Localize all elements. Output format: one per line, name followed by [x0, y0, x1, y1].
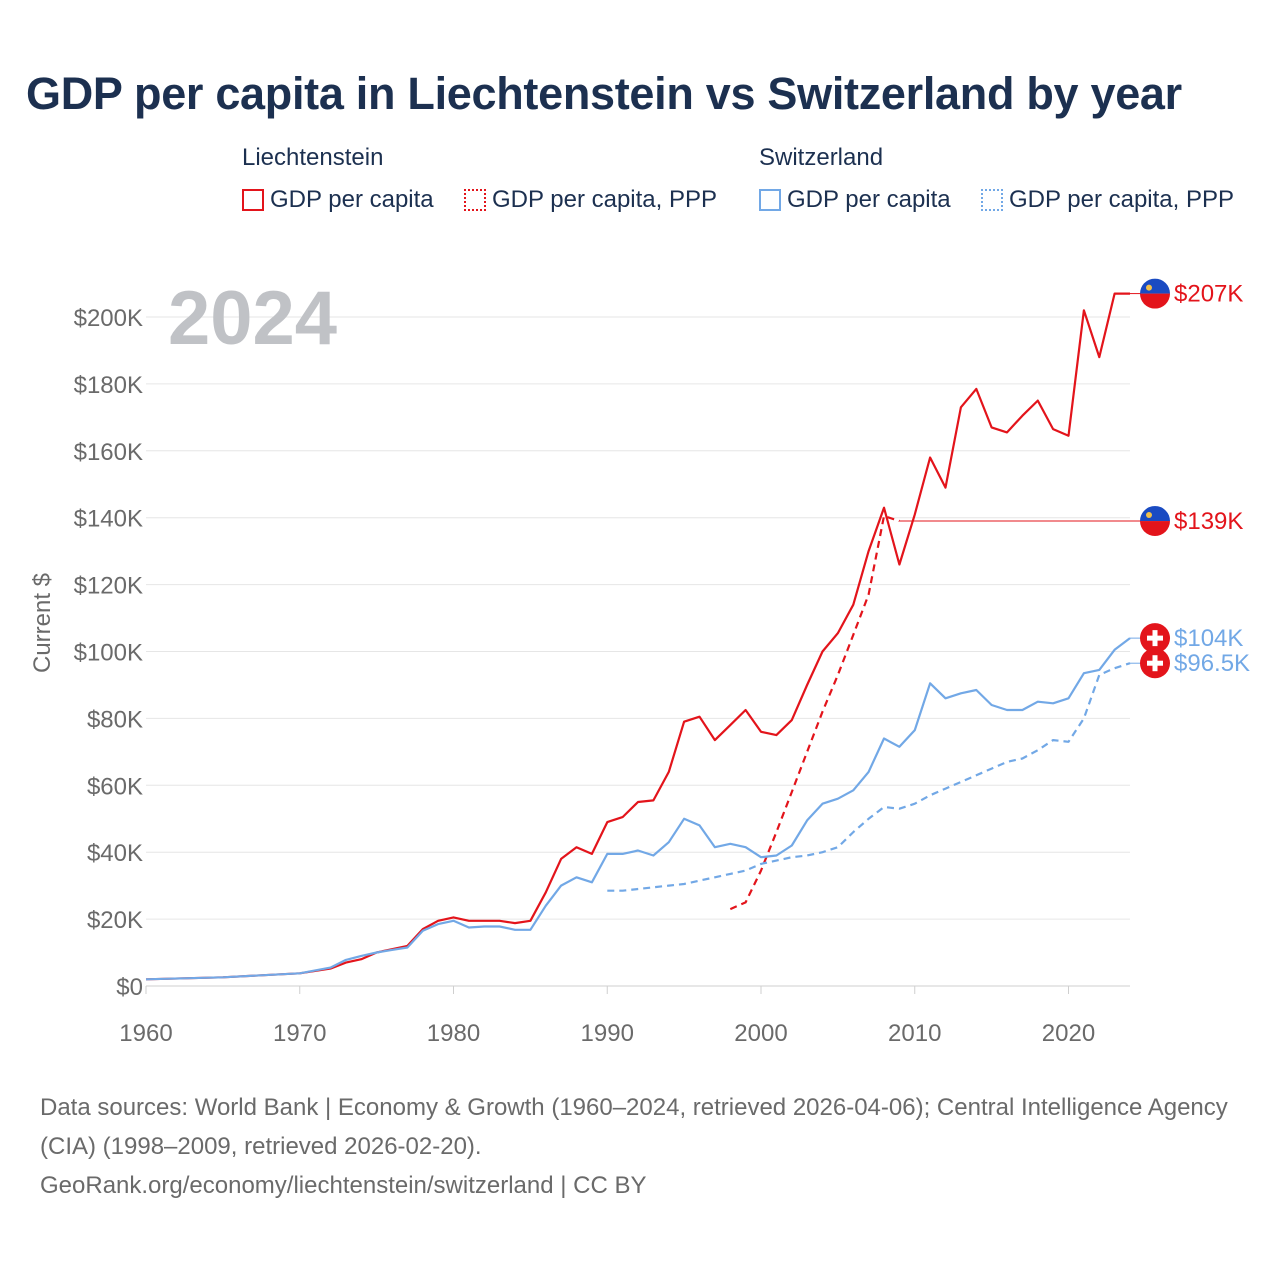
- legend-label: GDP per capita: [787, 186, 951, 213]
- switzerland-flag-icon: [1140, 623, 1170, 654]
- y-tick-label: $100K: [74, 640, 143, 667]
- legend-item-switzerland-gdp-ppp[interactable]: GDP per capita, PPP: [981, 186, 1234, 214]
- y-tick-label: $200K: [74, 305, 143, 332]
- legend-swatch-dotted-red: [464, 189, 486, 211]
- legend-label: GDP per capita: [270, 186, 434, 213]
- x-tick-label: 2010: [888, 1020, 941, 1047]
- legend-swatch-dotted-blue: [981, 189, 1003, 211]
- legend-item-switzerland-gdp[interactable]: GDP per capita: [759, 186, 951, 214]
- y-tick-label: $20K: [87, 907, 143, 934]
- y-tick-label: $60K: [87, 773, 143, 800]
- x-tick-label: 1960: [119, 1020, 172, 1047]
- legend-item-liechtenstein-gdp-ppp[interactable]: GDP per capita, PPP: [464, 186, 717, 214]
- x-tick-label: 1990: [581, 1020, 634, 1047]
- end-value-label: $104K: [1174, 625, 1243, 652]
- liechtenstein-flag-icon: [1140, 278, 1170, 309]
- series-line-3: [607, 662, 1131, 892]
- gridlines: [146, 316, 1130, 987]
- end-value-label: $96.5K: [1174, 650, 1250, 677]
- y-tick-label: $160K: [74, 439, 143, 466]
- y-tick-label: $140K: [74, 506, 143, 533]
- x-tick-label: 2020: [1042, 1020, 1095, 1047]
- legend-label: GDP per capita, PPP: [1009, 186, 1234, 213]
- x-tick-label: 1970: [273, 1020, 326, 1047]
- legend-group-switzerland: Switzerland: [759, 144, 884, 171]
- legend-label: GDP per capita, PPP: [492, 186, 717, 213]
- end-value-label: $207K: [1174, 281, 1243, 308]
- site-credit: GeoRank.org/economy/liechtenstein/switze…: [40, 1172, 647, 1199]
- series-line-2: [145, 637, 1131, 981]
- legend-group-liechtenstein: Liechtenstein: [242, 144, 384, 171]
- y-tick-label: $120K: [74, 573, 143, 600]
- y-axis-ticks: $0 $20K $40K $60K $80K $100K $120K $140K $160K $1…: [74, 305, 143, 1001]
- y-tick-label: $180K: [74, 372, 143, 399]
- y-axis-label: Current $: [29, 573, 56, 673]
- series-line-1: [729, 514, 900, 911]
- chart-title: GDP per capita in Liechtenstein vs Switz…: [26, 68, 1182, 119]
- series-lines: [145, 292, 1131, 981]
- legend-item-liechtenstein-gdp[interactable]: GDP per capita: [242, 186, 434, 214]
- legend-swatch-solid-red: [242, 189, 264, 211]
- x-tick-label: 1980: [427, 1020, 480, 1047]
- y-tick-label: $0: [116, 974, 143, 1001]
- end-markers: $207K $139K $104K$96.5K: [899, 278, 1250, 679]
- end-value-label: $139K: [1174, 508, 1243, 535]
- y-tick-label: $40K: [87, 840, 143, 867]
- legend-swatch-solid-blue: [759, 189, 781, 211]
- switzerland-flag-icon: [1140, 648, 1170, 679]
- footer: Data sources: World Bank | Economy & Gro…: [40, 1088, 1240, 1205]
- data-sources: Data sources: World Bank | Economy & Gro…: [40, 1094, 1228, 1160]
- x-tick-label: 2000: [734, 1020, 787, 1047]
- year-watermark: 2024: [168, 276, 337, 361]
- series-line-0: [145, 292, 1130, 981]
- liechtenstein-flag-icon: [1140, 506, 1170, 537]
- y-tick-label: $80K: [87, 706, 143, 733]
- x-axis-ticks: 1960 1970 1980 1990 2000 2010 2020: [119, 986, 1095, 1047]
- line-chart: $0 $20K $40K $60K $80K $100K $120K $140K $160K $1…: [29, 276, 1250, 1047]
